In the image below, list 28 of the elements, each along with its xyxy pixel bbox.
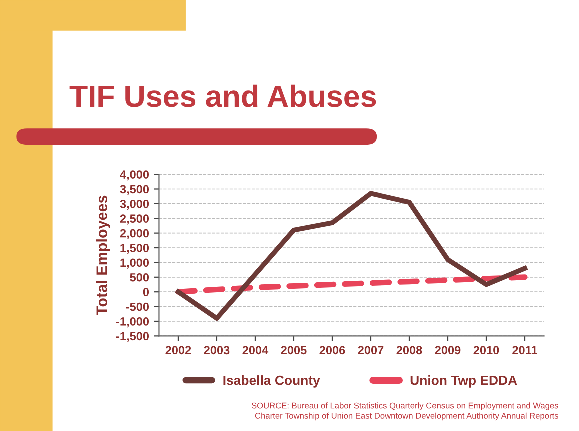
y-tick-label: -500: [126, 302, 150, 312]
y-tick-label: 4,000: [120, 170, 150, 181]
y-tick-label: 0: [143, 288, 150, 296]
legend-label: Union Twp EDDA: [410, 376, 518, 388]
line-series: [176, 191, 528, 321]
x-tick-label: 2007: [358, 346, 384, 355]
y-tick-label: 2,500: [120, 214, 150, 225]
y-tick-label: 3,000: [120, 200, 150, 210]
y-tick-label: -1,000: [116, 318, 150, 328]
x-tick-label: 2008: [396, 346, 422, 355]
source-note: SOURCE: Bureau of Labor Statistics Quarterly Census on Employment and Wages Charter Township of Union East Downtown Development Authority Annual Reports: [252, 402, 558, 421]
x-tick-label: 2003: [204, 346, 230, 355]
y-tick-label: 3,500: [120, 185, 150, 196]
y-axis-title: Total Employees: [96, 196, 110, 316]
y-tick-label: 2,000: [120, 229, 150, 240]
y-tick-label: 1,500: [120, 244, 150, 254]
y-tick-label: -1,500: [116, 332, 150, 342]
legend-label: Isabella County: [224, 376, 320, 388]
x-tick-label: 2009: [435, 346, 461, 355]
x-tick-label: 2010: [474, 346, 500, 355]
x-tick-label: 2002: [166, 346, 192, 355]
x-tick-label: 2006: [320, 346, 346, 355]
y-tick-label: 500: [130, 273, 150, 282]
x-tick-label: 2004: [242, 346, 269, 355]
y-tick-label: 1,000: [120, 258, 150, 269]
x-tick-label: 2005: [281, 346, 307, 355]
chart-title: TIF Uses and Abuses: [70, 84, 376, 108]
x-tick-label: 2011: [512, 346, 538, 355]
